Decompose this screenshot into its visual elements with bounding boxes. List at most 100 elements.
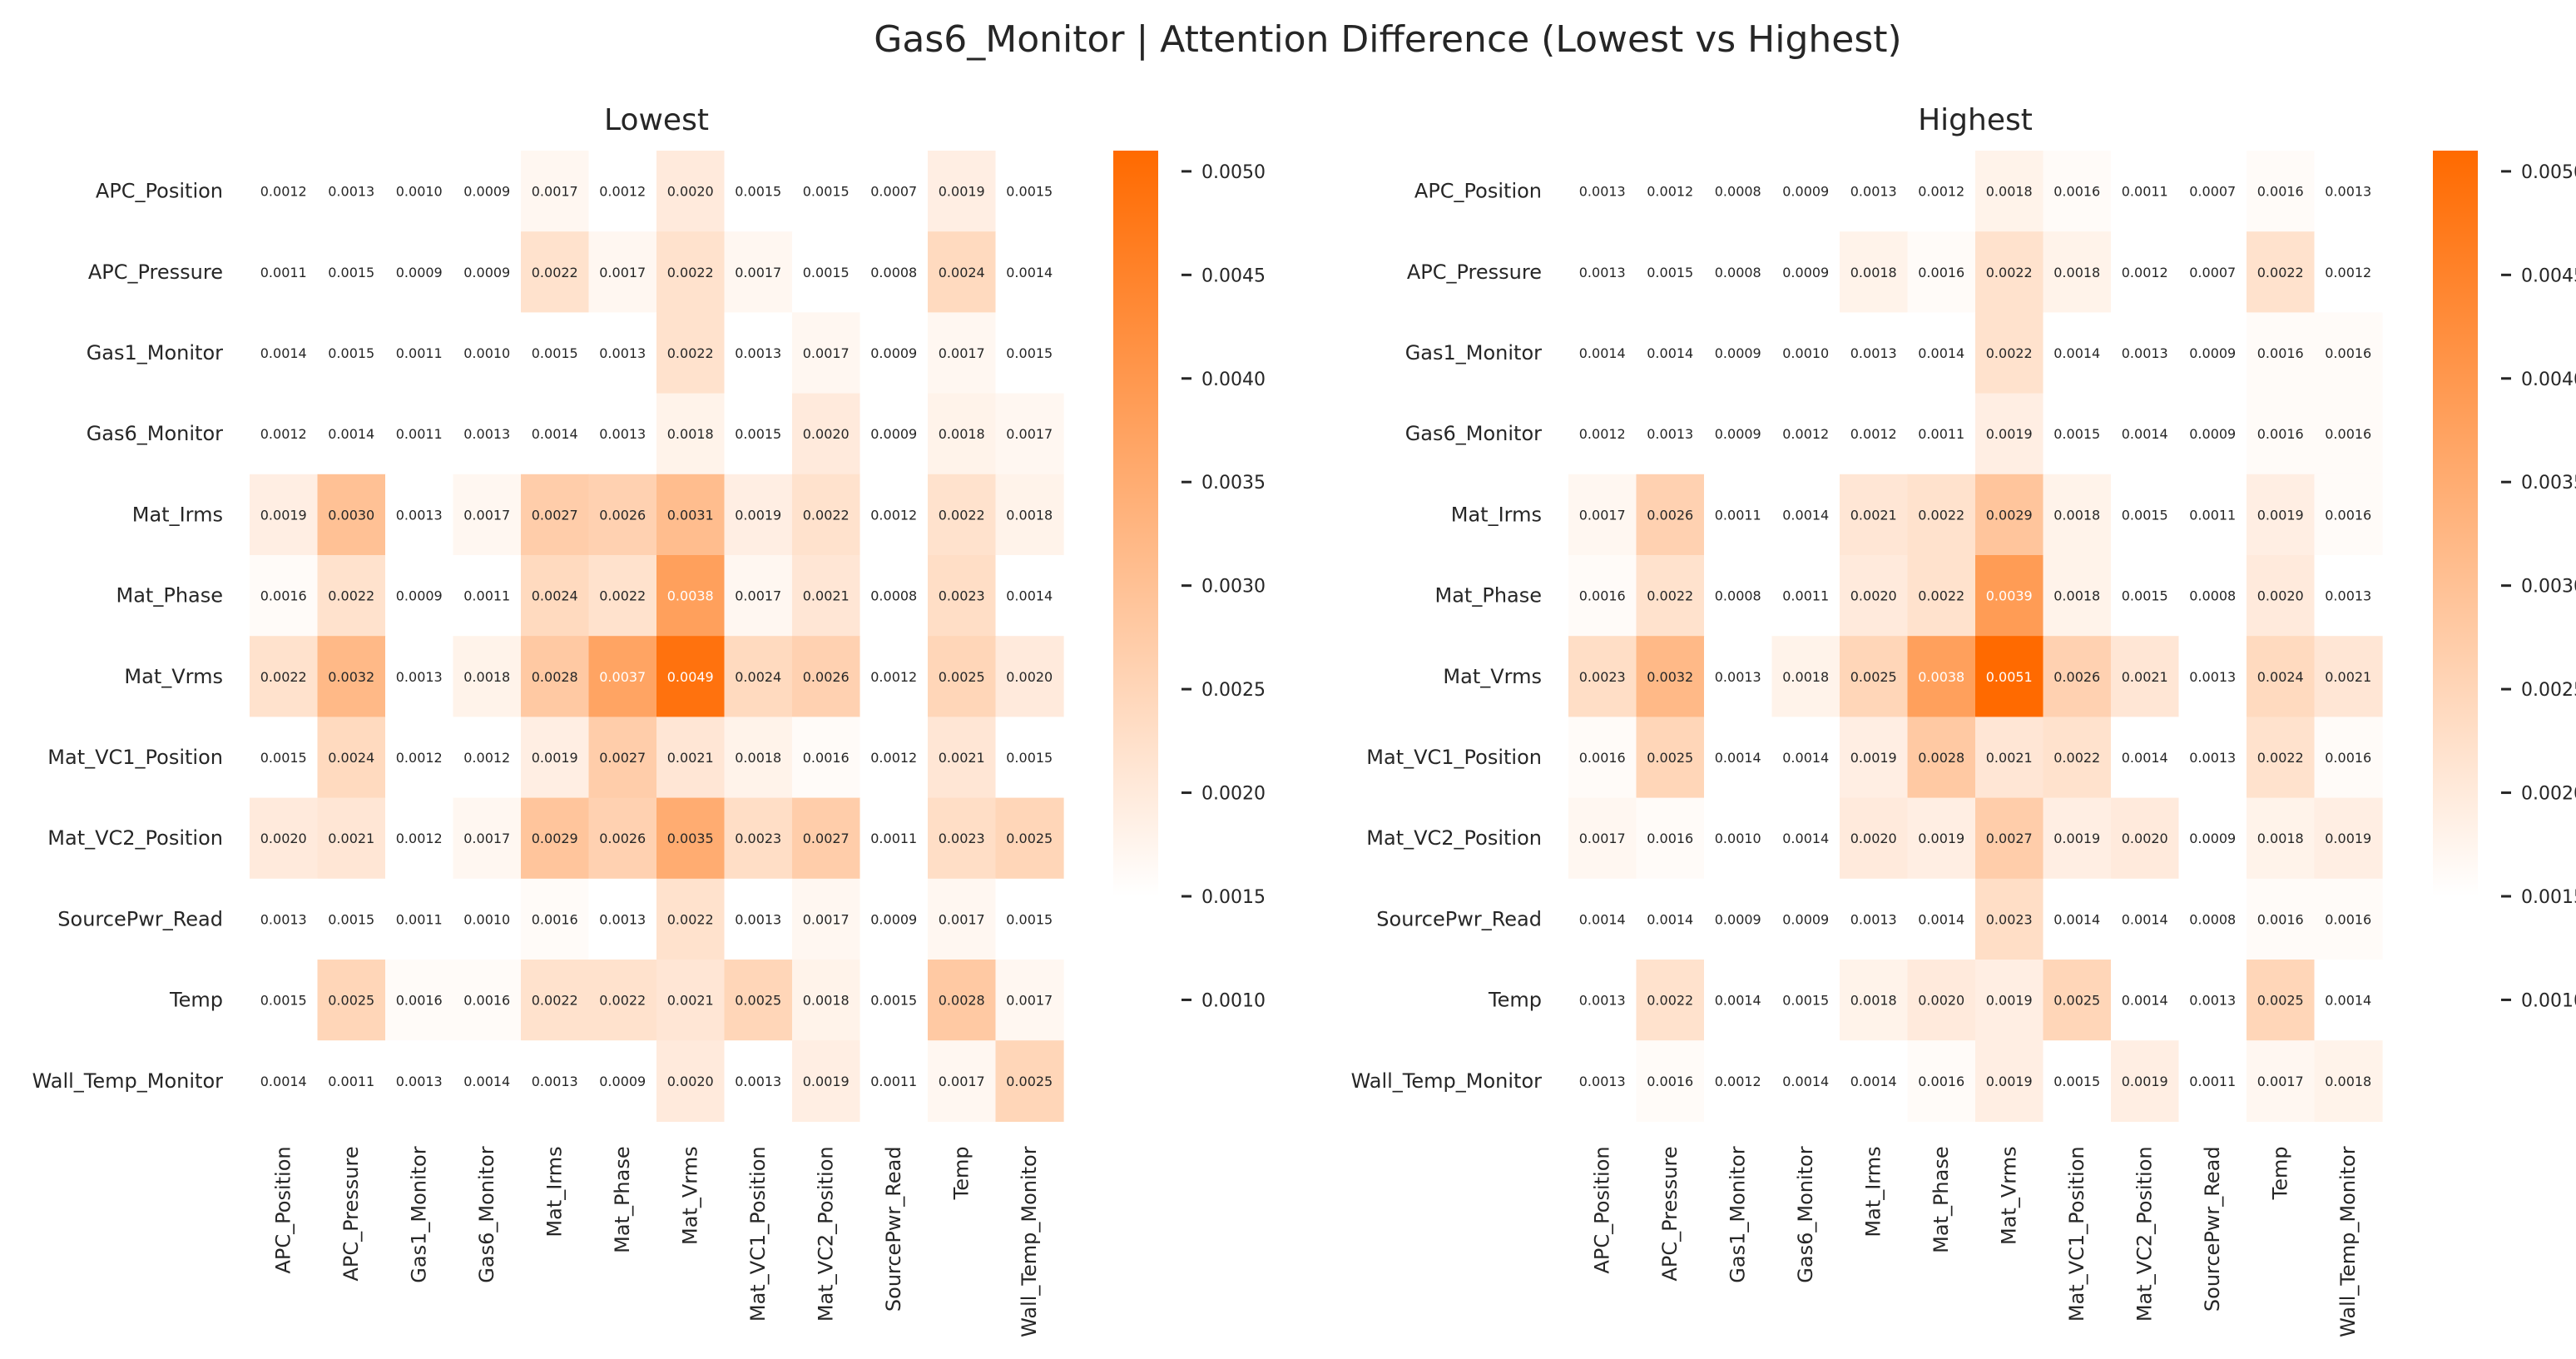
heatmap-cell (1975, 717, 2044, 799)
column-tick-label: Mat_Irms (543, 1146, 567, 1237)
cell-value-label: 0.0018 (667, 426, 714, 442)
heatmap-cell (995, 231, 1064, 313)
heatmap-cell (1636, 1040, 1705, 1122)
heatmap-cell (1704, 797, 1773, 880)
cell-value-label: 0.0018 (803, 993, 850, 1009)
heatmap-cell (521, 878, 590, 960)
cell-value-label: 0.0022 (328, 588, 374, 604)
cell-value-label: 0.0014 (2122, 911, 2168, 927)
heatmap-cell (2178, 231, 2247, 313)
heatmap-cell (2111, 312, 2180, 394)
cell-value-label: 0.0012 (599, 184, 646, 200)
cell-value-label: 0.0019 (1986, 1074, 2033, 1089)
cell-value-label: 0.0016 (1647, 1074, 1693, 1089)
heatmap-cell (724, 393, 793, 475)
heatmap-cell (385, 717, 454, 799)
heatmap-cell (1771, 231, 1840, 313)
column-tick-label: Gas1_Monitor (1726, 1146, 1750, 1282)
row-tick-label: Gas1_Monitor (87, 341, 223, 365)
colorbar-tick-label: 0.0010 (2521, 990, 2576, 1011)
column-tick-label: Mat_Vrms (679, 1146, 702, 1245)
cell-value-label: 0.0013 (1850, 345, 1897, 361)
colorbar-tick-label: 0.0030 (1201, 577, 1266, 598)
heatmap-cell (588, 1040, 657, 1122)
column-tick-label: Gas1_Monitor (408, 1146, 431, 1282)
cell-value-label: 0.0018 (463, 669, 510, 685)
heatmap-cell (1840, 878, 1909, 960)
heatmap-cell (656, 878, 726, 960)
heatmap-cell (1840, 636, 1909, 717)
cell-value-label: 0.0019 (1986, 993, 2033, 1009)
heatmap-cell (859, 393, 929, 475)
heatmap-cell (792, 636, 861, 717)
cell-value-label: 0.0010 (1715, 831, 1761, 846)
cell-value-label: 0.0008 (1715, 265, 1761, 280)
cell-value-label: 0.0007 (2189, 184, 2236, 200)
cell-value-label: 0.0014 (260, 345, 307, 361)
cell-value-label: 0.0009 (2189, 426, 2236, 442)
heatmap-cell (2314, 393, 2383, 475)
heatmap-cell (1975, 555, 2044, 637)
cell-value-label: 0.0015 (803, 265, 850, 280)
column-tick-label: APC_Pressure (339, 1146, 363, 1281)
heatmap-cell (250, 636, 319, 717)
column-tick-label: APC_Position (272, 1146, 295, 1273)
heatmap-cell (656, 231, 726, 313)
heatmap-cell (2043, 231, 2112, 313)
cell-value-label: 0.0014 (463, 1074, 510, 1089)
heatmap-cell (2314, 636, 2383, 717)
heatmap-cell (2247, 636, 2316, 717)
cell-value-label: 0.0012 (1918, 184, 1964, 200)
colorbar-tick-label: 0.0025 (2521, 680, 2576, 701)
row-tick-label: Gas6_Monitor (1405, 422, 1542, 445)
heatmap-cell (995, 555, 1064, 637)
heatmap-cell (2178, 474, 2247, 556)
heatmap-cell (317, 474, 386, 556)
heatmap-cell (2111, 231, 2180, 313)
heatmap-cell (1636, 960, 1705, 1041)
heatmap-cell (995, 151, 1064, 232)
heatmap-cell (2247, 474, 2316, 556)
row-tick-label: Gas1_Monitor (1405, 341, 1542, 365)
cell-value-label: 0.0012 (1715, 1074, 1761, 1089)
row-tick-label: SourcePwr_Read (1376, 907, 1542, 930)
cell-value-label: 0.0019 (803, 1074, 850, 1089)
heatmap-cell (724, 878, 793, 960)
heatmap-cell (317, 878, 386, 960)
heatmap-cell (1636, 231, 1705, 313)
heatmap-cell (2043, 555, 2112, 637)
heatmap-cell (250, 717, 319, 799)
heatmap-cell (995, 1040, 1064, 1122)
cell-value-label: 0.0016 (2257, 911, 2304, 927)
cell-value-label: 0.0009 (396, 265, 443, 280)
cell-value-label: 0.0013 (2325, 184, 2371, 200)
cell-value-label: 0.0011 (396, 911, 443, 927)
heatmap-cell (453, 878, 522, 960)
heatmap-cell (1840, 797, 1909, 880)
heatmap-cell (792, 555, 861, 637)
cell-value-label: 0.0025 (2053, 993, 2100, 1009)
cell-value-label: 0.0022 (1986, 265, 2033, 280)
heatmap-cell (1568, 312, 1637, 394)
heatmap-cell (1907, 151, 1976, 232)
row-tick-label: Mat_Irms (132, 503, 223, 526)
heatmap-cell (2178, 636, 2247, 717)
heatmap-cell (792, 878, 861, 960)
cell-value-label: 0.0022 (2053, 750, 2100, 766)
heatmap-cell (1907, 636, 1976, 717)
heatmap-cell (792, 312, 861, 394)
panel-title: Lowest (604, 103, 709, 137)
cell-value-label: 0.0010 (463, 345, 510, 361)
cell-value-label: 0.0015 (1647, 265, 1693, 280)
column-tick-label: Mat_VC2_Position (815, 1146, 838, 1322)
heatmap-cell (1771, 960, 1840, 1041)
cell-value-label: 0.0017 (735, 265, 781, 280)
heatmap-cell (656, 797, 726, 880)
heatmap-cell (521, 151, 590, 232)
cell-value-label: 0.0021 (1986, 750, 2033, 766)
cell-value-label: 0.0016 (2053, 184, 2100, 200)
heatmap-cell (1568, 393, 1637, 475)
cell-value-label: 0.0014 (1647, 911, 1693, 927)
cell-value-label: 0.0015 (1006, 750, 1053, 766)
heatmap-cell (385, 960, 454, 1041)
